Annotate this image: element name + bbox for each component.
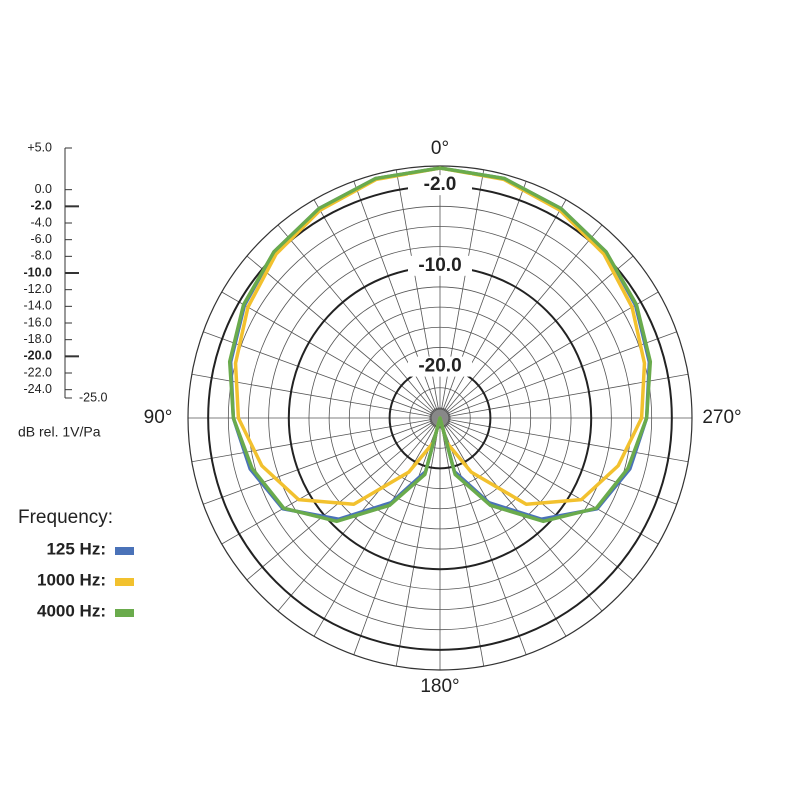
scale-tick-label: -2.0 (30, 199, 52, 213)
ring (409, 387, 471, 449)
spoke (191, 417, 441, 463)
spoke (353, 181, 441, 419)
scale-label: dB rel. 1V/Pa (18, 424, 101, 440)
spoke (439, 417, 634, 581)
curves (227, 166, 653, 524)
spoke (439, 255, 634, 419)
ring (248, 226, 632, 610)
spoke (313, 199, 441, 419)
scale-tick-label: -8.0 (30, 249, 52, 263)
legend-swatch (115, 578, 134, 586)
spoke (439, 417, 567, 637)
ring (268, 246, 612, 590)
ring-label: -10.0 (418, 255, 461, 276)
scale-tick-label: -18.0 (24, 332, 53, 346)
spoke (395, 417, 441, 667)
scale-tick-label: -16.0 (24, 315, 53, 329)
ring (369, 347, 511, 489)
ring-label: -20.0 (418, 356, 461, 377)
db-scale: +5.0 0.0 -2.0 -4.0 -6.0 -8.0 -10.0 -12.0 -14.0 -1… (24, 140, 108, 404)
angle-label: 90° (144, 407, 173, 428)
spoke (439, 291, 659, 419)
ring (328, 306, 552, 530)
spoke (277, 224, 441, 419)
ring (308, 286, 572, 550)
angle-label: 180° (420, 676, 459, 697)
scale-tick-label: -24.0 (24, 382, 53, 396)
spoke (221, 291, 441, 419)
spoke (221, 417, 441, 545)
spoke (439, 417, 527, 655)
spoke (439, 417, 485, 667)
scale-tick-label: +5.0 (27, 140, 52, 154)
scale-tick-label: -10.0 (24, 265, 53, 279)
ring-label-bg (408, 175, 472, 196)
spoke (353, 417, 441, 655)
scale-tick-label: -14.0 (24, 299, 53, 313)
ring-label-bg (408, 356, 472, 377)
spoke (439, 199, 567, 419)
pattern-curve (227, 166, 653, 524)
legend-label: 4000 Hz: (37, 601, 106, 620)
spoke (439, 224, 603, 419)
legend-title: Frequency: (18, 507, 113, 528)
ring-label-bg (408, 255, 472, 276)
spoke (313, 417, 441, 637)
spoke (203, 331, 441, 419)
angle-label: 270° (702, 407, 741, 428)
legend-label: 1000 Hz: (37, 570, 106, 589)
spoke (203, 417, 441, 505)
scale-tick-label: -22.0 (24, 365, 53, 379)
ring (348, 326, 532, 510)
ring (429, 407, 451, 429)
outer-ring (187, 165, 693, 671)
polar-labels: -2.0 -10.0 -20.0 0° 90° 180° 270° (144, 138, 742, 697)
spoke (439, 417, 677, 505)
legend: 125 Hz: 1000 Hz: 4000 Hz: (37, 539, 134, 620)
angle-label: 0° (431, 138, 449, 159)
spoke (439, 417, 689, 463)
ring-label: -2.0 (424, 174, 457, 195)
spoke (246, 417, 441, 581)
ring (227, 205, 653, 631)
legend-swatch (115, 547, 134, 555)
spoke (395, 169, 441, 419)
spoke (439, 181, 527, 419)
legend-swatch (115, 609, 134, 617)
spoke (439, 331, 677, 419)
scale-tick-label: -12.0 (24, 282, 53, 296)
scale-tick-label: -20.0 (24, 349, 53, 363)
spoke (439, 417, 659, 545)
scale-tick-label: -6.0 (30, 232, 52, 246)
scale-tick-label: -4.0 (30, 215, 52, 229)
spoke (439, 169, 485, 419)
scale-tick-label: -25.0 (79, 390, 108, 404)
spoke (246, 255, 441, 419)
legend-label: 125 Hz: (46, 539, 106, 558)
polar-grid (187, 165, 693, 671)
scale-tick-label: 0.0 (35, 182, 52, 196)
